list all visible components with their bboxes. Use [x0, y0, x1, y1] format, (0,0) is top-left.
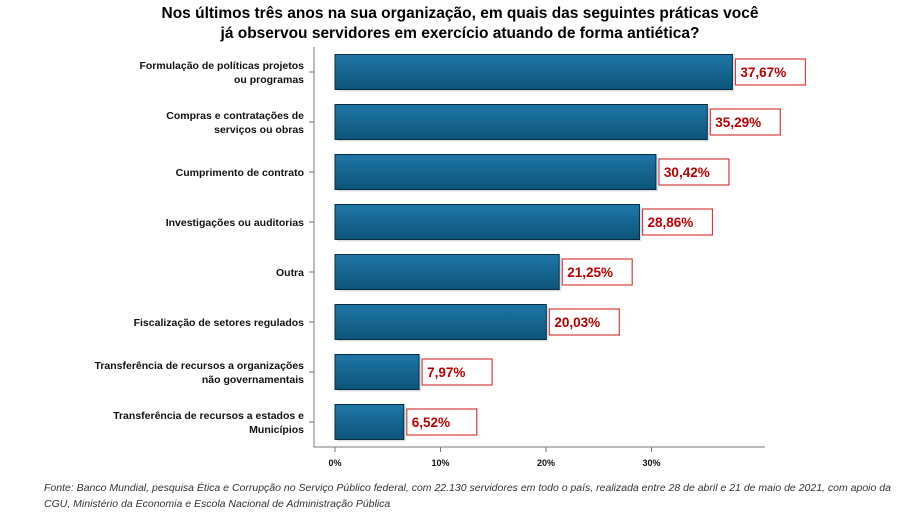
- value-label-box: [658, 158, 730, 186]
- chart-title: Nos últimos três anos na sua organização…: [0, 4, 920, 44]
- labels: Formulação de políticas projetos ou progr…: [94, 58, 807, 436]
- value-label-box: [734, 58, 807, 86]
- chart-title-line-1: Nos últimos três anos na sua organização…: [161, 5, 759, 22]
- category-label: Formulação de políticas projetos: [139, 60, 304, 72]
- source-note: Fonte: Banco Mundial, pesquisa Ética e C…: [44, 482, 891, 510]
- bar: [334, 404, 405, 440]
- category-label: Outra: [276, 267, 304, 279]
- x-axis: 0% 10% 20% 30%: [309, 47, 765, 468]
- category-label: Investigações ou auditorias: [166, 217, 304, 229]
- category-label: Cumprimento de contrato: [176, 167, 304, 179]
- value-label: 20,03%: [554, 315, 600, 330]
- x-tick-label: 10%: [431, 458, 449, 468]
- bar: [334, 104, 708, 140]
- x-tick-label: 30%: [642, 458, 660, 468]
- category-label: serviços ou obras: [214, 124, 304, 136]
- value-label-box: [406, 408, 478, 436]
- bar: [334, 54, 733, 90]
- value-label-box: [641, 208, 714, 236]
- bars: [334, 54, 735, 442]
- value-label: 21,25%: [567, 265, 613, 280]
- value-label-box: [548, 308, 620, 336]
- bar: [334, 154, 657, 190]
- category-label: Fiscalização de setores regulados: [134, 317, 305, 329]
- category-label: Compras e contratações de: [166, 110, 304, 122]
- value-label: 6,52%: [412, 415, 450, 430]
- chart-title-line-2: já observou servidores em exercício atua…: [220, 25, 700, 42]
- value-label-box: [561, 258, 633, 286]
- bar: [334, 204, 640, 240]
- category-label: Transferência de recursos a organizações: [94, 360, 304, 372]
- bar: [334, 254, 560, 290]
- category-label: Transferência de recursos a estados e: [113, 410, 304, 422]
- value-label: 7,97%: [427, 365, 465, 380]
- x-tick-label: 20%: [537, 458, 555, 468]
- x-tick-label: 0%: [328, 458, 341, 468]
- bar: [334, 354, 420, 390]
- value-label-box: [709, 108, 781, 136]
- value-label: 35,29%: [715, 115, 761, 130]
- bar: [334, 304, 547, 340]
- category-label: não governamentais: [202, 374, 304, 386]
- category-label: ou programas: [234, 74, 304, 86]
- value-label: 37,67%: [740, 65, 786, 80]
- value-label: 28,86%: [647, 215, 693, 230]
- value-label: 30,42%: [664, 165, 710, 180]
- value-label-box: [421, 358, 493, 386]
- category-label: Municípios: [249, 424, 304, 436]
